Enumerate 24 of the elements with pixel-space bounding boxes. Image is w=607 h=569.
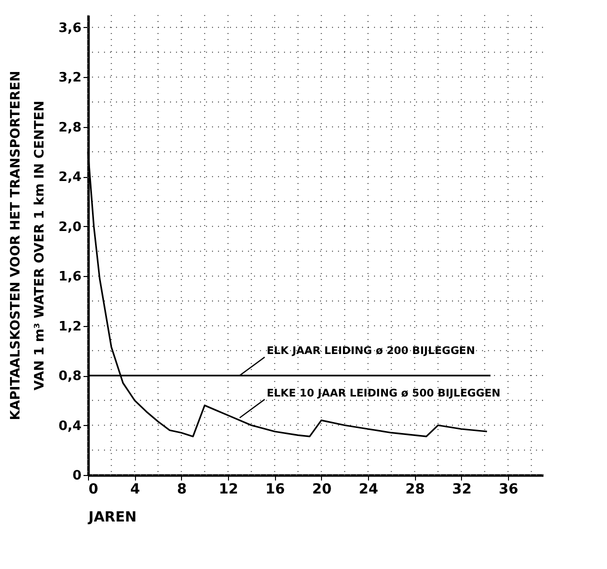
y-tick-label: 3,2 — [58, 70, 82, 86]
y-tick-label: 0,4 — [58, 418, 82, 434]
x-tick-label: 4 — [130, 482, 140, 498]
y-tick-label: 3,6 — [58, 20, 82, 36]
x-tick-label: 8 — [176, 482, 187, 498]
x-tick-label: 24 — [358, 482, 378, 498]
y-tick-label: 1,2 — [58, 319, 82, 334]
y-tick-label: 0 — [72, 468, 82, 484]
x-tick-label: 16 — [265, 482, 285, 498]
y-tick-label: 1,6 — [58, 270, 82, 285]
x-tick-label: 32 — [452, 482, 472, 498]
x-tick-label: 28 — [405, 482, 425, 498]
y-tick-label: 2,8 — [58, 120, 82, 136]
x-tick-label: 12 — [218, 482, 238, 498]
y-tick-label: 2,4 — [58, 170, 82, 186]
y-tick-label: 0,8 — [58, 369, 82, 384]
x-tick-label: 0 — [88, 482, 98, 498]
annotation: ELKE 10 JAAR LEIDING ø 500 BIJLEGGEN — [266, 387, 500, 400]
annotation: ELK JAAR LEIDING ø 200 BIJLEGGEN — [266, 345, 476, 358]
x-tick-label: 36 — [498, 482, 518, 498]
x-axis-title: JAREN — [88, 510, 137, 526]
x-tick-label: 20 — [312, 482, 332, 498]
y-tick-label: 2,0 — [58, 220, 82, 235]
y-axis-title: KAPITAALSKOSTEN VOOR HET TRANSPORTEREN VAN 1 m³ WATER OVER 1 km IN CENTEN — [8, 70, 48, 420]
